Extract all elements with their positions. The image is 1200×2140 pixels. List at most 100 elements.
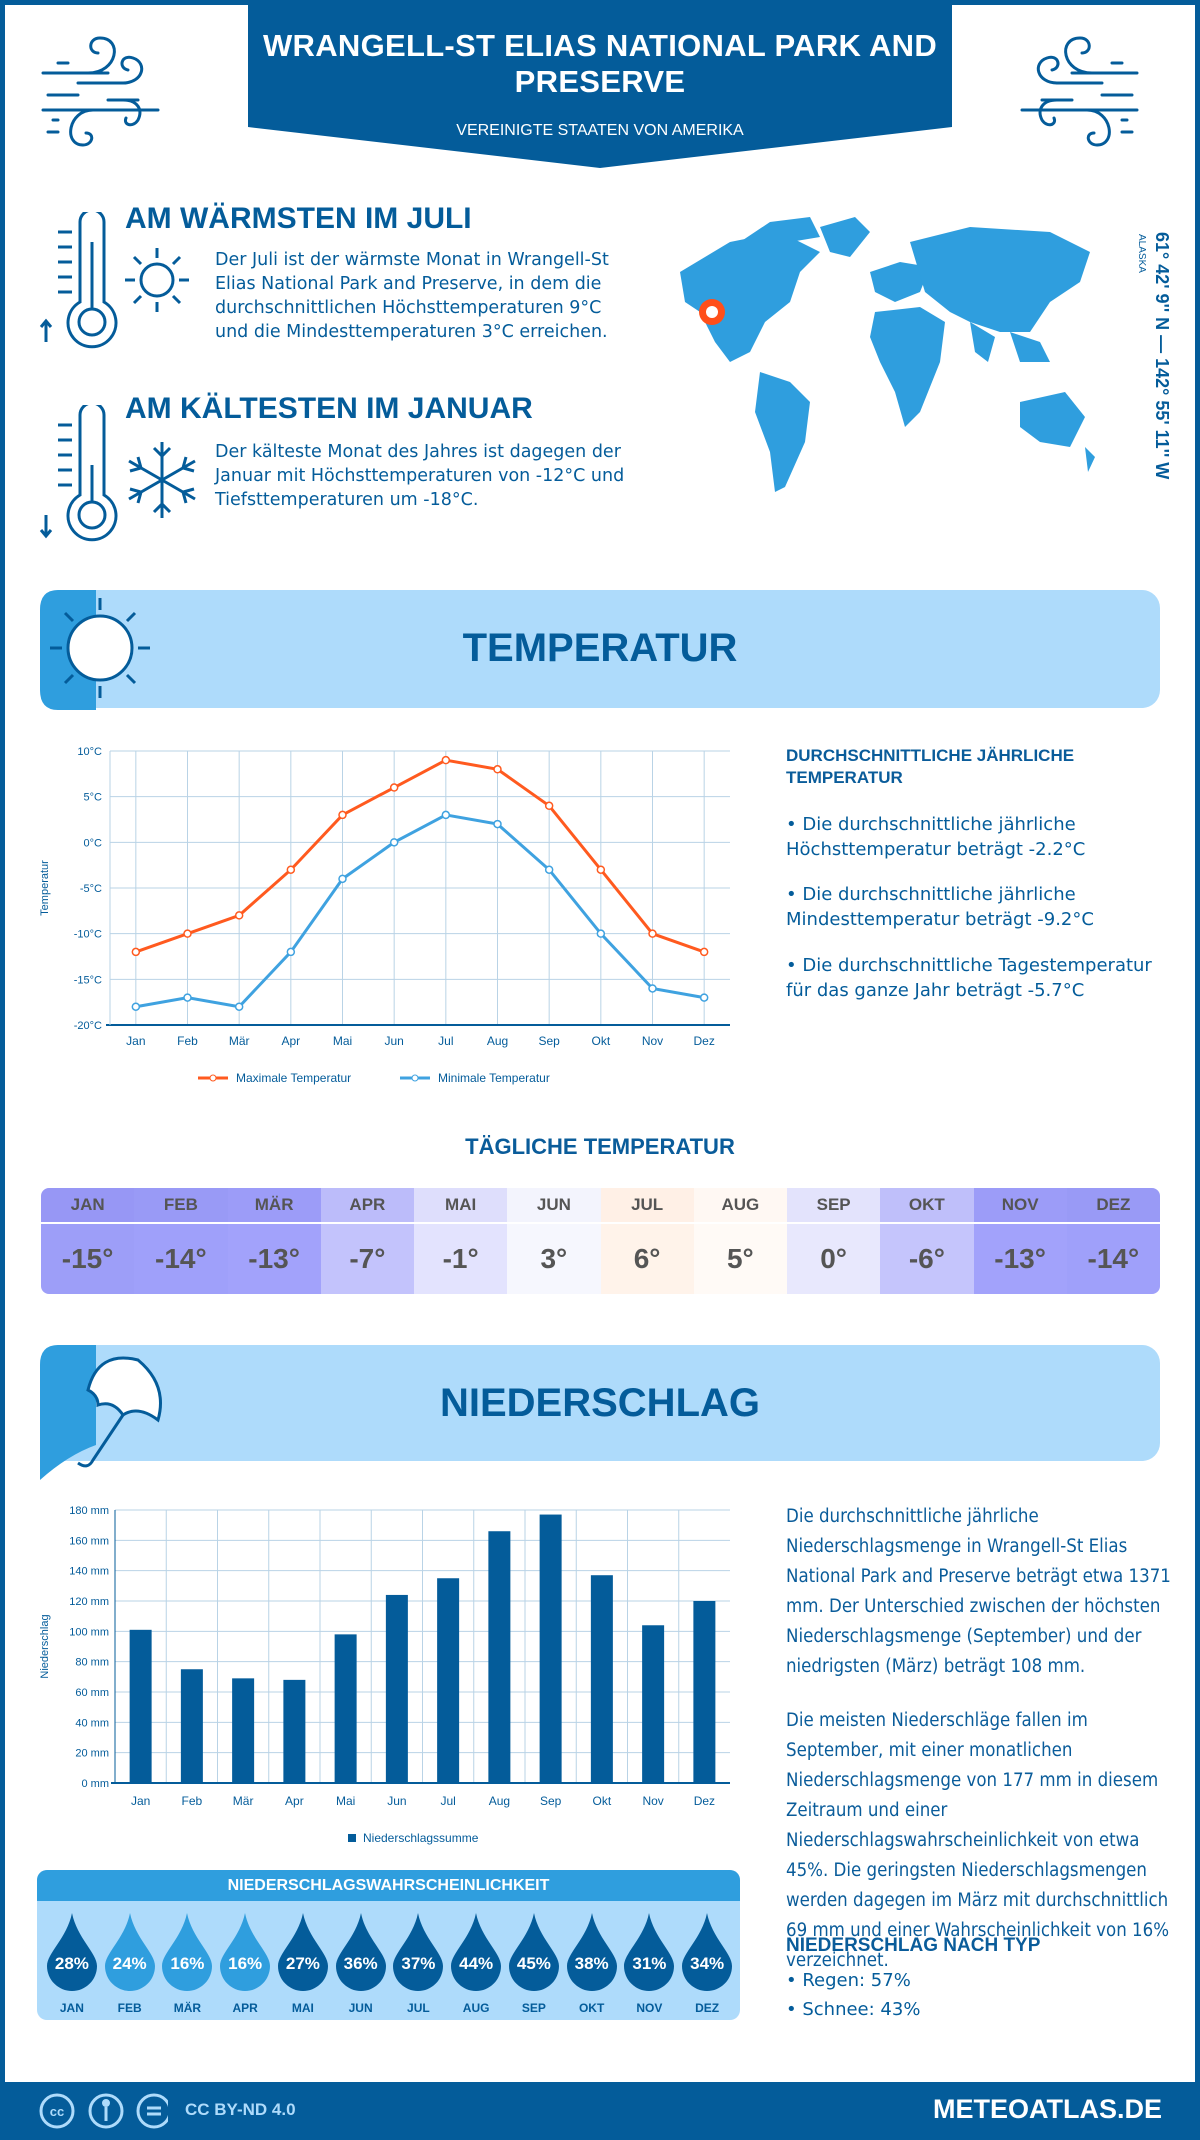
precipitation-probability-panel: NIEDERSCHLAGSWAHRSCHEINLICHKEIT 28% JAN 24…: [37, 1870, 740, 2020]
x-tick-label: Apr: [285, 1794, 304, 1808]
raindrop-icon: [682, 1913, 733, 1991]
region-label: ALASKA: [1136, 234, 1147, 273]
license-label[interactable]: CC BY-ND 4.0: [185, 2100, 296, 2119]
probability-value: 27%: [285, 1954, 320, 1973]
x-tick-label: Apr: [281, 1034, 300, 1048]
probability-month: NOV: [636, 2001, 663, 2015]
probability-drop: 44% AUG: [447, 1913, 505, 2018]
y-axis-label: Niederschlag: [39, 1614, 51, 1678]
cc-icon: [39, 2093, 75, 2129]
y-tick-label: 160 mm: [69, 1535, 109, 1547]
data-point: [648, 984, 657, 993]
data-point: [131, 1002, 141, 1011]
daily-temp-month: JUN: [507, 1188, 601, 1224]
data-point: [286, 865, 296, 874]
data-point: [441, 755, 451, 765]
probability-title: NIEDERSCHLAGSWAHRSCHEINLICHKEIT: [37, 1870, 740, 1901]
y-tick-label: -10°C: [74, 929, 102, 941]
data-point: [234, 911, 244, 920]
daily-temp-month: AUG: [693, 1188, 787, 1224]
y-tick-label: 0 mm: [82, 1778, 110, 1790]
wind-icon-left: [41, 36, 160, 147]
x-tick-label: Feb: [182, 1794, 203, 1808]
legend-marker: [209, 1074, 217, 1082]
temperature-section-header: TEMPERATUR: [40, 590, 1160, 708]
data-point: [338, 810, 347, 820]
precip-type-heading: NIEDERSCHLAG NACH TYP: [786, 1935, 1041, 1956]
precip-bar: [437, 1578, 460, 1783]
probability-drop: 31% NOV: [621, 1913, 679, 2018]
raindrop-icon: [220, 1913, 271, 1991]
rain-share: • Regen: 57%: [786, 1970, 911, 1991]
daily-temp-month: SEP: [787, 1188, 881, 1224]
x-tick-label: Mai: [336, 1794, 355, 1808]
temperature-chart: -20°C -15°C -10°C -5°C 0°C 5°C 10°C Jan Feb Mär Ap…: [39, 746, 730, 1085]
daily-temp-value: 5°: [693, 1224, 787, 1294]
y-axis-label: Temperatur: [39, 860, 51, 916]
annual-min-bullet: • Die durchschnittliche jährliche Mindes…: [786, 884, 1094, 930]
legend-label: Maximale Temperatur: [236, 1071, 351, 1085]
coldest-text: Der kälteste Monat des Jahres ist dagege…: [215, 442, 625, 510]
daily-temp-value: -14°: [1066, 1224, 1160, 1294]
probability-drops: 28% JAN 24% FEB 16% MÄR 16% APR 27% MAI 36% JUN 37% J…: [37, 1901, 740, 2018]
daily-temp-month: MAI: [414, 1188, 508, 1224]
legend-label: Minimale Temperatur: [438, 1071, 550, 1085]
x-tick-label: Dez: [693, 1034, 714, 1048]
x-tick-label: Jul: [438, 1034, 453, 1048]
y-tick-label: 5°C: [84, 792, 103, 804]
y-tick-label: -15°C: [74, 974, 102, 986]
daily-temp-value: -15°: [41, 1224, 135, 1294]
daily-temp-column: NOV -13°: [973, 1188, 1067, 1294]
precip-bar: [385, 1594, 408, 1783]
data-point: [596, 929, 606, 938]
data-point: [544, 801, 554, 811]
raindrop-icon: [46, 1913, 97, 1991]
precipitation-chart: 0 mm 20 mm 40 mm 60 mm 80 mm 100 mm 120 mm 140 …: [39, 1505, 730, 1845]
daily-temp-column: APR -7°: [320, 1188, 414, 1294]
precip-bar: [180, 1669, 203, 1783]
raindrop-icon: [624, 1913, 675, 1991]
brand-link[interactable]: METEOATLAS.DE: [933, 2094, 1162, 2124]
probability-month: MAI: [291, 2001, 314, 2015]
y-tick-label: -5°C: [80, 883, 102, 895]
daily-temp-month: JUL: [600, 1188, 694, 1224]
daily-temp-value: 0°: [787, 1224, 881, 1294]
raindrop-icon: [566, 1913, 617, 1991]
data-point: [596, 865, 606, 874]
y-tick-label: 10°C: [77, 746, 102, 758]
y-tick-label: 140 mm: [69, 1566, 109, 1578]
series-line-max: [135, 758, 705, 954]
probability-drop: 27% MAI: [274, 1913, 332, 2018]
x-tick-label: Mai: [333, 1034, 352, 1048]
x-tick-label: Aug: [487, 1034, 508, 1048]
probability-drop: 16% MÄR: [159, 1913, 217, 2018]
probability-drop: 16% APR: [216, 1913, 274, 2018]
daily-temp-column: MAI -1°: [414, 1188, 508, 1294]
daily-temp-month: OKT: [880, 1188, 974, 1224]
probability-value: 28%: [54, 1954, 89, 1973]
y-tick-label: 80 mm: [75, 1657, 109, 1669]
daily-temp-month: FEB: [134, 1188, 228, 1224]
data-point: [493, 765, 502, 774]
no-derivatives-icon: [136, 2093, 168, 2129]
attribution-icon: [88, 2093, 124, 2129]
thermometer-cold-icon: [39, 405, 118, 542]
precip-bar: [283, 1679, 306, 1783]
precip-bar: [590, 1575, 613, 1783]
precip-paragraph-2: Die meisten Niederschläge fallen im Sept…: [786, 1710, 1170, 1971]
warmest-text: Der Juli ist der wärmste Monat in Wrange…: [215, 250, 609, 342]
precip-bar: [232, 1678, 255, 1783]
probability-value: 44%: [459, 1954, 494, 1973]
probability-month: JUN: [348, 2001, 373, 2015]
daily-temp-value: -13°: [973, 1224, 1067, 1294]
precip-bar: [539, 1514, 562, 1783]
data-point: [183, 993, 192, 1002]
precip-bar: [642, 1625, 665, 1783]
data-point: [648, 929, 657, 938]
daily-temp-value: -7°: [320, 1224, 414, 1294]
data-point: [286, 947, 296, 957]
probability-month: OKT: [578, 2001, 605, 2015]
x-tick-label: Mär: [229, 1034, 250, 1048]
world-map: [680, 217, 1095, 492]
probability-value: 24%: [112, 1954, 147, 1973]
